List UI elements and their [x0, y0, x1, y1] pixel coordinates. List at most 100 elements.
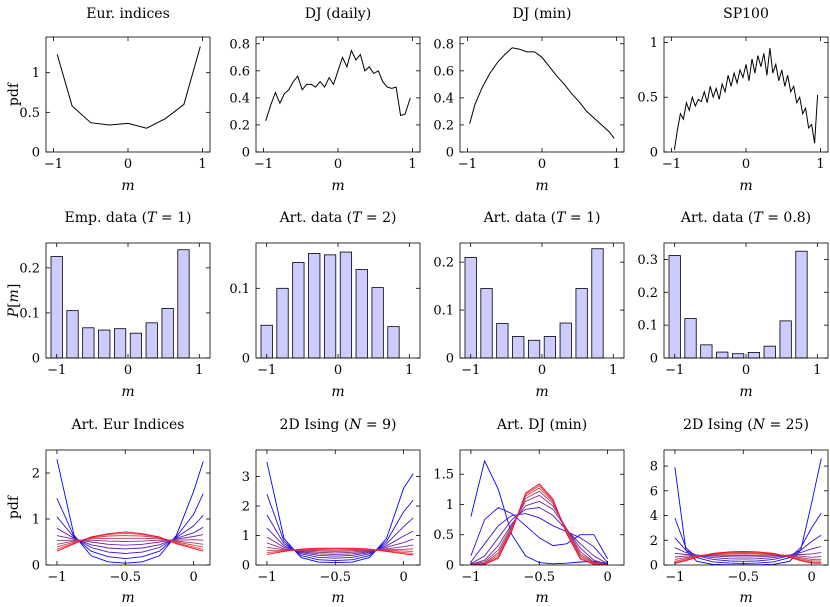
panel-p22: −1 0 1 0 0.1 Art. data (T = 2) m — [229, 210, 421, 400]
y-tick-label: 0.1 — [19, 306, 40, 321]
x-tick-label: 0 — [124, 363, 132, 378]
x-axis-label: m — [535, 590, 548, 606]
axes-frame — [663, 449, 829, 566]
y-tick-label: 0.2 — [229, 118, 250, 133]
y-tick-label: 0.4 — [433, 91, 454, 106]
chart-title: Eur. indices — [86, 6, 170, 22]
x-tick-label: −1 — [458, 157, 477, 172]
y-tick-label: 0.5 — [19, 106, 40, 121]
bar-p21-5 — [129, 332, 143, 359]
bar-p23-7 — [575, 288, 588, 359]
bar-p24-1 — [684, 318, 697, 359]
y-tick-label: 8 — [650, 460, 658, 475]
x-axis-label: m — [739, 178, 752, 194]
x-tick-label: −1 — [47, 570, 66, 585]
x-tick-label: 0 — [124, 157, 132, 172]
y-tick-label: 0.2 — [433, 118, 454, 133]
series-line-p11-0 — [56, 46, 201, 129]
bar-p21-1 — [66, 310, 79, 359]
curve-p33-2 — [470, 513, 608, 563]
x-tick-label: 1 — [195, 363, 203, 378]
panel-p31: −1 −0.5 0 0 1 2 Art. Eur Indices m pdf — [6, 417, 211, 606]
bar-p22-1 — [276, 287, 289, 359]
x-tick-label: 0 — [334, 157, 342, 172]
x-tick-label: 0 — [807, 570, 815, 585]
x-tick-label: 0 — [742, 157, 750, 172]
panel-p21: −1 0 1 0 0.1 0.2 Emp. data (T = 1) m P[m] — [6, 210, 211, 400]
bar-p22-8 — [387, 326, 400, 359]
y-tick-label: 0.8 — [229, 37, 250, 52]
panel-p12: −1 0 1 0 0.2 0.4 0.6 0.8 DJ (daily) m — [229, 6, 421, 194]
x-tick-label: −1 — [461, 363, 480, 378]
bar-p23-4 — [527, 339, 541, 359]
curve-p33-5 — [470, 494, 608, 565]
axes-frame — [45, 449, 211, 566]
curve-p34-8 — [674, 551, 822, 563]
bar-p23-5 — [543, 336, 557, 359]
panel-p33: −1 −0.5 0 0 0.5 1 1.5 Art. DJ (min) m — [433, 417, 625, 606]
y-tick-label: 0 — [32, 352, 40, 367]
axes-frame — [45, 36, 211, 153]
bar-p21-3 — [98, 329, 111, 359]
curve-p33-7 — [470, 487, 608, 565]
y-tick-label: 0 — [242, 559, 250, 574]
y-tick-label: 0.8 — [433, 37, 454, 52]
x-axis-label: m — [331, 384, 344, 400]
y-tick-label: 1 — [650, 36, 658, 51]
curve-p34-9 — [674, 550, 822, 564]
bar-p24-7 — [779, 320, 792, 359]
x-axis-label: m — [121, 590, 134, 606]
bar-p24-2 — [700, 344, 713, 359]
x-axis-label: m — [535, 178, 548, 194]
y-tick-label: 1 — [242, 529, 250, 544]
y-tick-label: 0 — [650, 559, 658, 574]
x-tick-label: 0 — [603, 570, 611, 585]
y-tick-label: 0.2 — [433, 256, 454, 271]
x-tick-label: −1 — [665, 570, 684, 585]
chart-title: SP100 — [723, 6, 769, 22]
y-axis-label: P[m] — [6, 284, 22, 319]
curve-p31-9 — [56, 531, 204, 552]
x-tick-label: −1 — [44, 157, 63, 172]
y-tick-label: 0.5 — [433, 528, 454, 543]
x-tick-label: 1 — [813, 363, 821, 378]
x-tick-label: −0.5 — [319, 570, 351, 585]
x-tick-label: 0 — [538, 363, 546, 378]
y-tick-label: 0 — [650, 146, 658, 161]
bar-p24-0 — [668, 255, 681, 359]
y-tick-label: 0 — [242, 146, 250, 161]
y-tick-label: 0.1 — [229, 282, 250, 297]
x-tick-label: −0.5 — [109, 570, 141, 585]
bar-p24-8 — [795, 250, 808, 359]
y-tick-label: 0 — [32, 146, 40, 161]
curve-p33-6 — [470, 490, 608, 565]
y-tick-label: 0.6 — [433, 64, 454, 79]
x-tick-label: 1 — [198, 157, 206, 172]
panel-p32: −1 −0.5 0 0 1 2 3 2D Ising (N = 9) m — [242, 417, 421, 606]
y-tick-label: 0.3 — [637, 253, 658, 268]
x-tick-label: 0 — [399, 570, 407, 585]
bar-p22-3 — [308, 253, 321, 359]
x-tick-label: −1 — [254, 157, 273, 172]
y-tick-label: 1 — [32, 66, 40, 81]
x-tick-label: 1 — [408, 157, 416, 172]
x-tick-label: −1 — [257, 570, 276, 585]
x-axis-label: m — [535, 384, 548, 400]
y-tick-label: 2 — [650, 534, 658, 549]
y-tick-label: 0 — [650, 352, 658, 367]
series-line-p13-0 — [469, 47, 615, 139]
curve-p31-3 — [56, 526, 204, 550]
bar-p23-8 — [591, 248, 604, 359]
axes-frame — [459, 449, 625, 566]
x-tick-label: −0.5 — [523, 570, 555, 585]
bar-p22-5 — [339, 251, 353, 359]
y-tick-label: 0.2 — [19, 261, 40, 276]
curve-p31-0 — [56, 459, 204, 564]
bar-p21-4 — [113, 328, 127, 359]
y-tick-label: 0.2 — [637, 286, 658, 301]
y-tick-label: 6 — [650, 484, 658, 499]
panel-p34: −1 −0.5 0 0 2 4 6 8 2D Ising (N = 25) m — [650, 417, 829, 606]
axes-frame — [459, 36, 625, 153]
axes-frame — [663, 36, 829, 153]
bar-p22-6 — [355, 269, 368, 359]
